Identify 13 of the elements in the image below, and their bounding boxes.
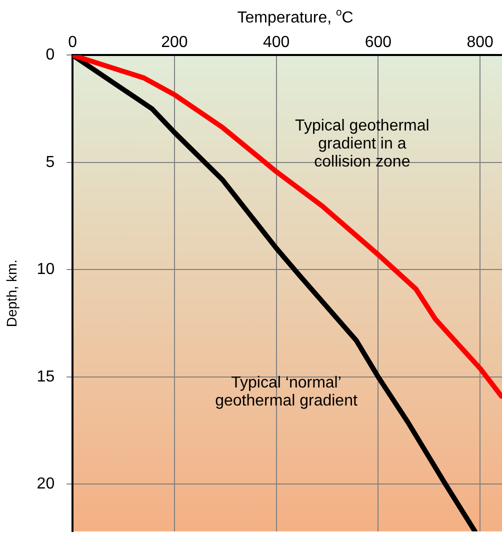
series-label: Typical geothermal gradient in a collision zone [295,117,430,170]
y-tick-label: 20 [36,476,55,493]
x-tick-label: 400 [262,34,290,52]
x-tick-label: 600 [364,34,392,52]
y-tick-label: 15 [36,368,55,386]
y-tick-label: 0 [46,46,55,64]
y-axis-title: Depth, km. [3,259,20,328]
x-tick-label: 800 [466,34,494,52]
y-tick-label: 5 [46,154,55,171]
series-label: Typical ‘normal’ geothermal gradient [215,374,358,410]
x-tick-label: 0 [68,34,78,52]
y-tick-label: 10 [36,261,55,278]
x-tick-label: 200 [161,34,188,52]
